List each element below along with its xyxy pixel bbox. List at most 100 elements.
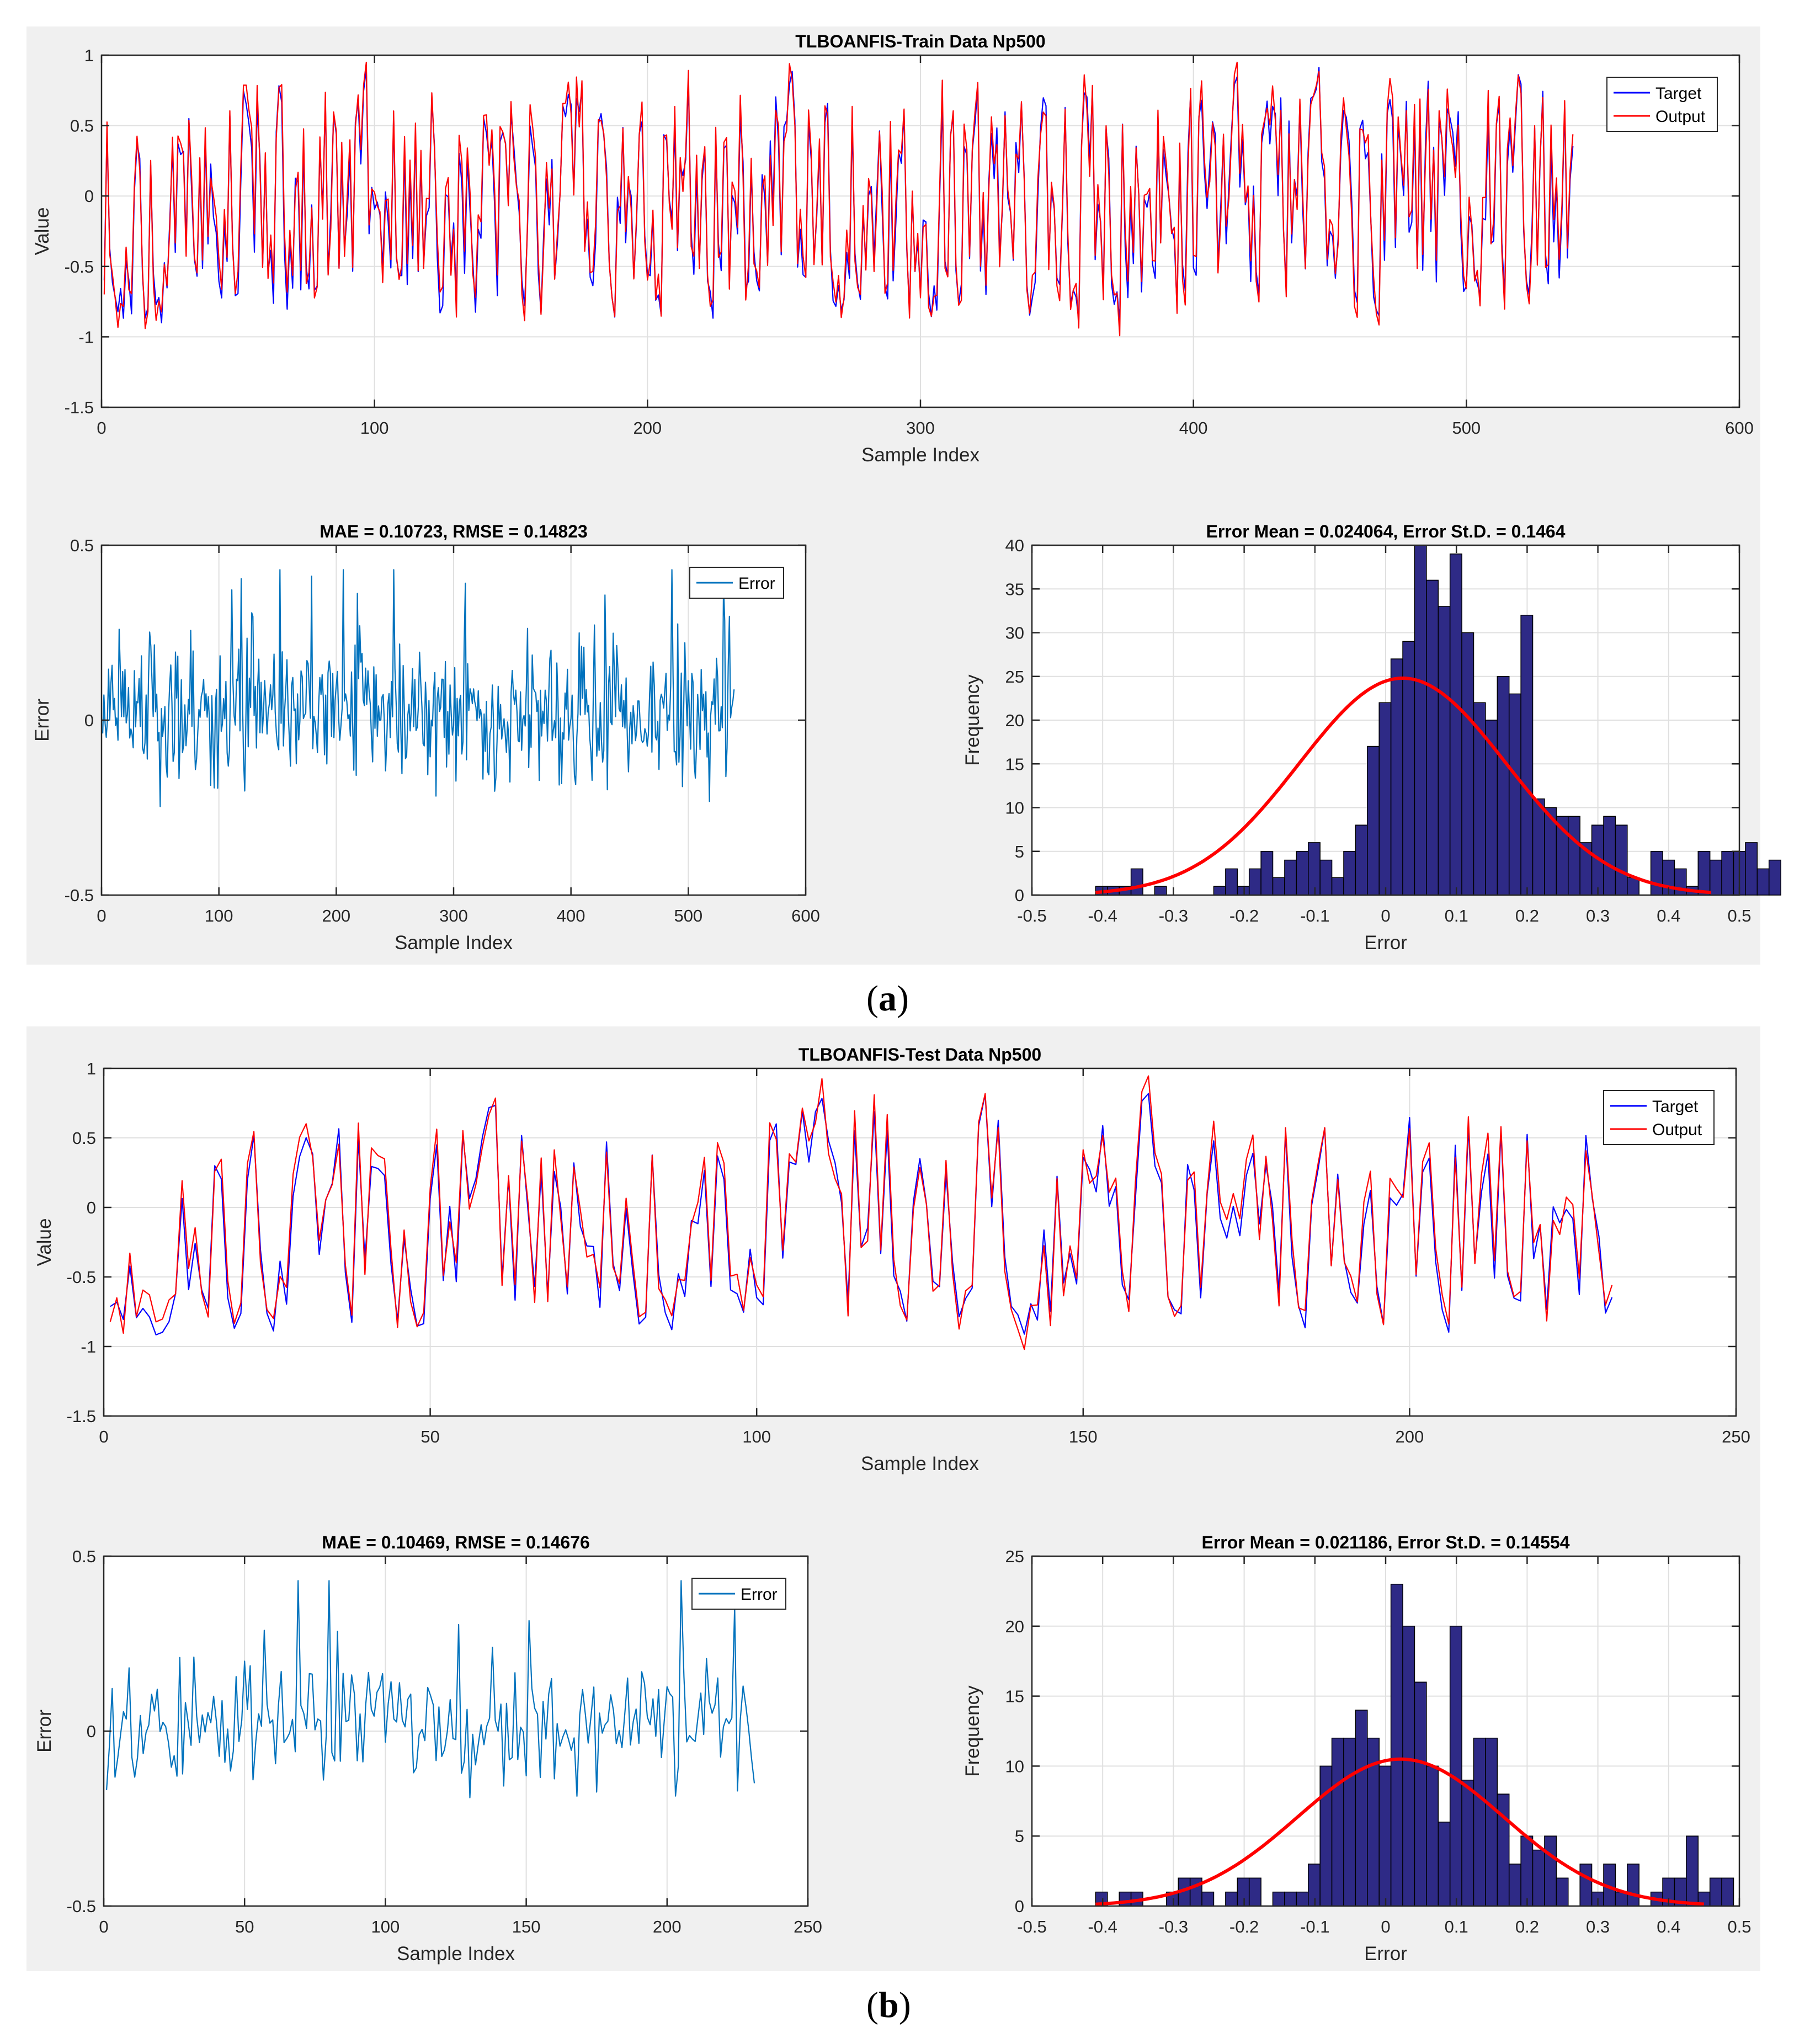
histogram-bar: [1473, 1737, 1486, 1907]
x-tick-label: 0.1: [1445, 1917, 1468, 1936]
histogram-bar: [1237, 1877, 1250, 1907]
histogram-bar: [1331, 1737, 1344, 1907]
y-tick-label: 0: [1015, 886, 1024, 905]
a_top-chart: Target Output 0 100 200 300 400 500 600 -1.5 -1 -0.…: [31, 31, 1754, 466]
b_top-title: TLBOANFIS-Test Data Np500: [798, 1045, 1041, 1064]
histogram-bar: [1390, 658, 1403, 896]
x-tick-label: 50: [235, 1917, 254, 1936]
histogram-bar: [1568, 816, 1580, 896]
histogram-bar: [1756, 868, 1770, 896]
x-tick-label: 250: [794, 1917, 822, 1936]
y-tick-label: 0: [1015, 1897, 1024, 1916]
histogram-bar: [1721, 851, 1734, 896]
a_hist-x-axis-label: Error: [1364, 932, 1407, 954]
histogram-bar: [1248, 1877, 1261, 1907]
y-tick-label: 20: [1005, 711, 1024, 730]
x-tick-label: -0.2: [1229, 906, 1259, 925]
x-tick-label: 0.1: [1445, 906, 1468, 925]
b_top-plot-area: [104, 1068, 1736, 1416]
a_err-legend: Error: [689, 567, 784, 599]
x-tick-label: 100: [360, 418, 389, 438]
histogram-bar: [1449, 1626, 1462, 1907]
x-tick-label: 0.3: [1586, 1917, 1610, 1936]
histogram-bar: [1461, 1780, 1474, 1907]
x-tick-label: 0.5: [1727, 906, 1751, 925]
y-tick-label: -0.5: [67, 1268, 96, 1287]
x-tick-label: 300: [906, 418, 935, 438]
histogram-bar: [1154, 886, 1167, 896]
x-tick-label: 0.4: [1657, 906, 1680, 925]
y-tick-label: -1.5: [67, 1407, 96, 1426]
histogram-bar: [1721, 1877, 1734, 1907]
x-tick-label: 500: [1452, 418, 1481, 438]
a_top-y-axis-label: Value: [31, 207, 53, 256]
y-tick-label: -1.5: [65, 398, 94, 417]
histogram-bar: [1355, 824, 1368, 896]
a_err-title: MAE = 0.10723, RMSE = 0.14823: [320, 521, 588, 541]
b_err-title: MAE = 0.10469, RMSE = 0.14676: [322, 1532, 590, 1552]
x-tick-label: 200: [653, 1917, 682, 1936]
x-tick-label: 0: [99, 1427, 108, 1446]
legend-label-output: Output: [1655, 108, 1706, 126]
x-tick-label: 600: [791, 906, 820, 925]
b_top-x-axis-label: Sample Index: [861, 1453, 979, 1475]
legend-label-error: Error: [738, 574, 775, 593]
histogram-bar: [1213, 886, 1226, 896]
x-tick-label: -0.5: [1017, 1917, 1046, 1936]
x-tick-label: 100: [371, 1917, 400, 1936]
b_top-series-output: [109, 1075, 1613, 1350]
b_hist-chart: -0.5 -0.4 -0.3 -0.2 -0.1 0 0.1 0.2 0.3 0.4 0.5 0 5 10…: [962, 1532, 1752, 1965]
a_hist-y-axis-label: Frequency: [962, 674, 983, 766]
y-tick-label: 30: [1005, 624, 1024, 643]
y-tick-label: 10: [1005, 799, 1024, 818]
histogram-bar: [1130, 868, 1143, 896]
histogram-bar: [1390, 1583, 1403, 1907]
a_hist-normal-fit-curve: [1095, 676, 1711, 895]
b_hist-y-axis-label: Frequency: [962, 1685, 983, 1777]
b_err-x-axis-label: Sample Index: [397, 1943, 515, 1965]
histogram-bar: [1331, 877, 1344, 896]
histogram-bar: [1284, 859, 1297, 896]
histogram-bar: [1544, 1835, 1557, 1907]
a_top-title: TLBOANFIS-Train Data Np500: [795, 31, 1045, 51]
y-tick-label: 10: [1005, 1756, 1024, 1776]
x-tick-label: 50: [420, 1427, 439, 1446]
histogram-bar: [1367, 746, 1380, 896]
x-tick-label: -0.4: [1088, 1917, 1117, 1936]
histogram-bar: [1615, 824, 1628, 896]
b_hist-title: Error Mean = 0.021186, Error St.D. = 0.1…: [1201, 1532, 1569, 1552]
x-tick-label: -0.4: [1088, 906, 1117, 925]
y-tick-label: 0.5: [72, 1129, 96, 1148]
legend-label-target: Target: [1655, 84, 1702, 103]
histogram-bar: [1414, 1681, 1427, 1907]
histogram-bar: [1225, 868, 1238, 896]
histogram-bar: [1343, 1737, 1356, 1907]
b_err-y-axis-label: Error: [34, 1710, 55, 1753]
histogram-bar: [1272, 1891, 1285, 1907]
y-tick-label: 5: [1015, 1827, 1024, 1846]
x-tick-label: 100: [742, 1427, 771, 1446]
histogram-bar: [1355, 1710, 1368, 1907]
x-tick-label: 200: [322, 906, 350, 925]
a_top-x-axis-label: Sample Index: [861, 444, 980, 466]
b_top-chart: Target Output 0 50 100 150 200 250 -1.5 -1 -0.5 0 0.…: [34, 1045, 1750, 1475]
x-tick-label: 200: [1396, 1427, 1424, 1446]
b_err-legend: Error: [691, 1578, 786, 1610]
b_top-axes-box: [103, 1067, 1737, 1417]
legend-label-error: Error: [741, 1585, 778, 1604]
y-tick-label: 1: [87, 1059, 96, 1078]
y-tick-label: -0.5: [67, 1897, 96, 1916]
y-tick-label: 0.5: [70, 536, 94, 555]
histogram-bar: [1307, 1864, 1321, 1907]
histogram-bar: [1697, 851, 1711, 896]
x-tick-label: 400: [557, 906, 585, 925]
y-tick-label: -1: [81, 1337, 96, 1356]
x-tick-label: -0.1: [1300, 906, 1329, 925]
x-tick-label: -0.2: [1229, 1917, 1259, 1936]
histogram-bar: [1438, 1822, 1451, 1907]
x-tick-label: 0.3: [1586, 906, 1610, 925]
a_hist-chart: -0.5 -0.4 -0.3 -0.2 -0.1 0 0.1 0.2 0.3 0.4 0.5 0 5 10…: [962, 521, 1781, 954]
